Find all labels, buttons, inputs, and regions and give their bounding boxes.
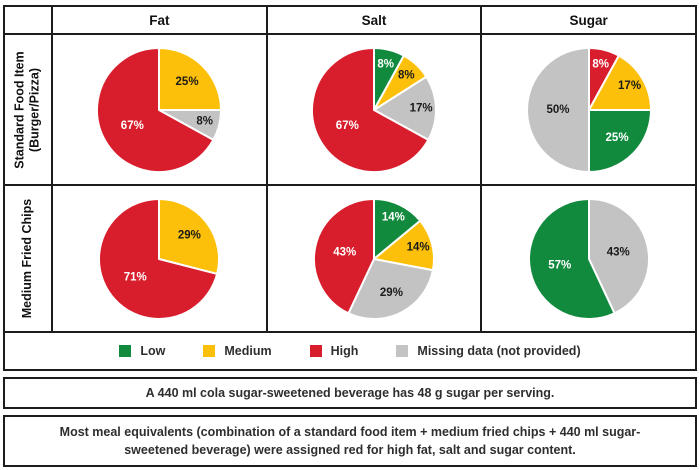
legend-swatch-missing-icon [396, 345, 409, 357]
pie-slice-label: 25% [176, 75, 199, 87]
pie-slice-high [310, 46, 430, 173]
pie-chart-standard-salt: 8% 8% 17% 67% [310, 46, 437, 173]
row-header-medium-fried-chips: Medium Fried Chips [5, 186, 51, 331]
column-header-salt: Salt [267, 7, 481, 33]
pie-slice-label: 67% [336, 119, 359, 131]
pie-slice-low [372, 197, 422, 260]
pie-slice-label: 14% [382, 211, 405, 223]
pie-standard-fat: 25% 8% 67% [53, 35, 266, 184]
pie-chips-salt: 14% 14% 29% 43% [267, 186, 481, 331]
pie-chips-sugar: 43% 57% [482, 186, 695, 331]
legend-swatch-high-icon [309, 345, 322, 357]
pie-slice-missing [347, 257, 434, 320]
pie-slice-label: 8% [398, 69, 415, 81]
row-header-label: Medium Fried Chips [20, 198, 35, 319]
legend-item-medium: Medium [203, 344, 272, 358]
pie-standard-sugar: 8% 17% 25% 50% [482, 35, 695, 184]
legend-item-missing: Missing data (not provided) [396, 344, 581, 358]
note-cola-sugar: A 440 ml cola sugar-sweetened beverage h… [3, 377, 697, 409]
pie-slice-label: 8% [377, 58, 394, 70]
pie-slice-low [527, 197, 616, 320]
legend-swatch-low-icon [119, 345, 132, 357]
pie-slice-label: 71% [124, 271, 147, 283]
pie-chart-standard-fat: 25% 8% 67% [96, 46, 223, 173]
column-header-fat: Fat [53, 7, 266, 33]
note-meal-equivalents: Most meal equivalents (combination of a … [3, 415, 697, 467]
pie-slice-missing [525, 46, 590, 173]
legend-label-low: Low [140, 344, 166, 358]
pie-slice-high [96, 46, 215, 173]
pie-slice-label: 57% [548, 259, 571, 271]
pie-slice-label: 25% [605, 132, 628, 144]
pie-slice-high [312, 197, 375, 314]
pie-slice-label: 17% [618, 80, 641, 92]
legend-label-high: High [330, 344, 359, 358]
pie-slice-label: 50% [546, 104, 569, 116]
pie-slice-label: 29% [380, 287, 403, 299]
pie-slice-label: 43% [606, 246, 629, 258]
pie-chart-table: Fat Salt Sugar Standard Food Item (Burge… [3, 5, 697, 371]
pie-slice-medium [158, 46, 223, 111]
pie-chart-chips-salt: 14% 14% 29% 43% [312, 197, 435, 320]
pie-slice-missing [372, 75, 437, 141]
pie-chart-chips-sugar: 43% 57% [527, 197, 650, 320]
legend-swatch-medium-icon [203, 345, 216, 357]
pie-slice-label: 17% [410, 102, 433, 114]
pie-slice-medium [587, 54, 652, 111]
pie-slice-label: 8% [592, 58, 609, 70]
pie-slice-high [98, 197, 219, 320]
pie-standard-salt: 8% 8% 17% 67% [267, 35, 481, 184]
pie-slice-medium [158, 197, 221, 275]
legend-item-high: High [309, 344, 359, 358]
row-header-standard-food-item: Standard Food Item (Burger/Pizza) [5, 35, 51, 184]
pie-slice-missing [587, 197, 650, 314]
pie-chart-standard-sugar: 8% 17% 25% 50% [525, 46, 652, 173]
legend: Low Medium High Missing data (not provid… [5, 333, 695, 369]
pie-slice-label: 29% [178, 229, 201, 241]
pie-chart-chips-fat: 29% 71% [98, 197, 221, 320]
pie-slice-label: 14% [407, 241, 430, 253]
legend-label-missing: Missing data (not provided) [417, 344, 581, 358]
legend-item-low: Low [119, 344, 165, 358]
pie-slice-label: 67% [121, 119, 144, 131]
corner-cell [5, 7, 51, 33]
legend-label-medium: Medium [224, 344, 272, 358]
pie-slice-label: 43% [333, 246, 356, 258]
pie-chips-fat: 29% 71% [53, 186, 266, 331]
pie-slice-medium [372, 219, 435, 271]
pie-slice-low [587, 108, 652, 173]
pie-slice-label: 8% [197, 115, 214, 127]
column-header-sugar: Sugar [482, 7, 695, 33]
row-header-label: Standard Food Item (Burger/Pizza) [13, 50, 42, 169]
